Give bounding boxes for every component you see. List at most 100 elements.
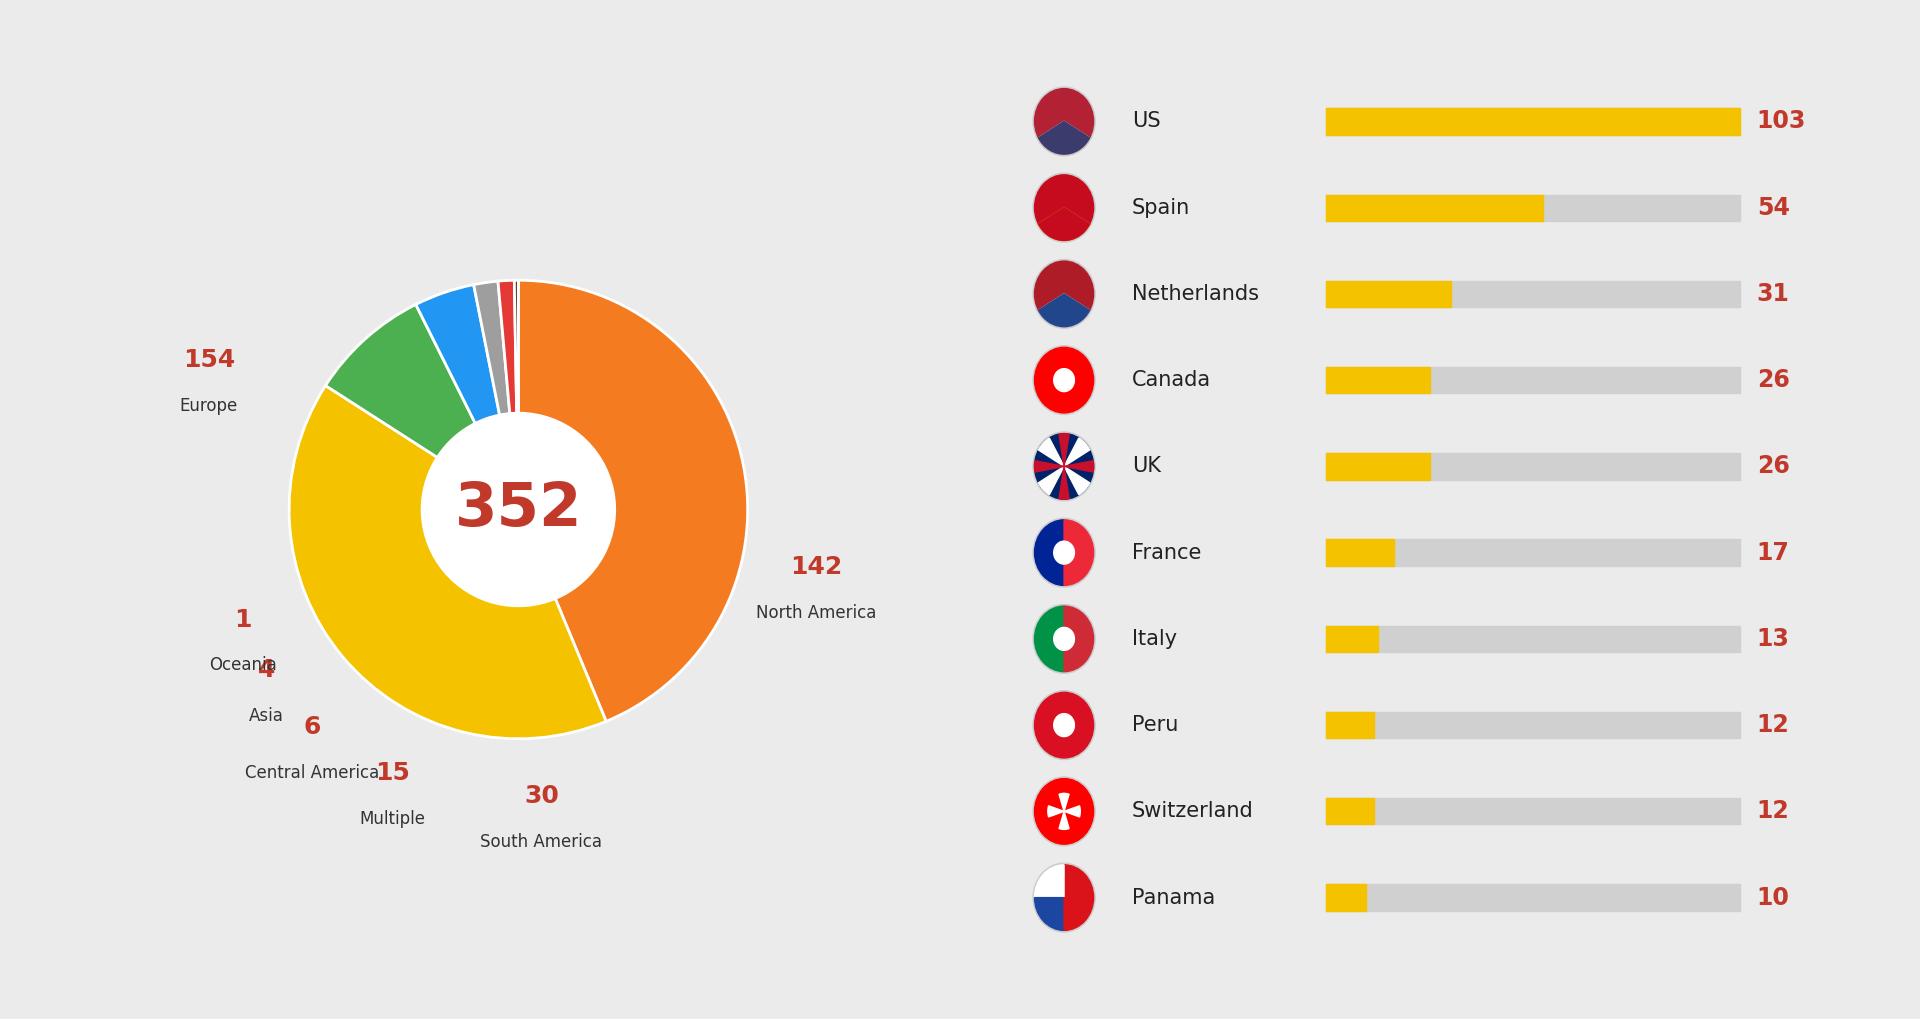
Bar xyxy=(1327,798,1375,824)
Bar xyxy=(1327,108,1740,135)
Text: 15: 15 xyxy=(374,761,409,786)
Text: Europe: Europe xyxy=(180,397,238,416)
Wedge shape xyxy=(1048,806,1064,817)
Text: 17: 17 xyxy=(1757,541,1789,565)
Wedge shape xyxy=(1054,628,1075,650)
Circle shape xyxy=(1035,175,1094,240)
Text: 4: 4 xyxy=(257,658,275,682)
Wedge shape xyxy=(1054,369,1075,391)
Bar xyxy=(1327,453,1740,480)
Text: 10: 10 xyxy=(1757,886,1789,910)
Wedge shape xyxy=(1064,692,1094,758)
Text: North America: North America xyxy=(756,603,877,622)
Wedge shape xyxy=(518,280,747,721)
Wedge shape xyxy=(1064,606,1094,672)
Text: 6: 6 xyxy=(303,715,321,740)
Circle shape xyxy=(1033,776,1094,846)
Circle shape xyxy=(1033,691,1094,759)
Wedge shape xyxy=(1064,467,1091,495)
Wedge shape xyxy=(1039,208,1091,240)
Bar xyxy=(1327,539,1394,566)
Text: Canada: Canada xyxy=(1131,370,1212,390)
Text: Peru: Peru xyxy=(1131,715,1179,735)
Circle shape xyxy=(1033,432,1094,500)
Bar xyxy=(1327,195,1740,221)
Text: UK: UK xyxy=(1131,457,1162,476)
Circle shape xyxy=(1033,260,1094,328)
Text: 12: 12 xyxy=(1757,799,1789,823)
Bar xyxy=(1327,539,1740,566)
Text: 154: 154 xyxy=(182,348,234,373)
Bar xyxy=(1327,712,1740,738)
Text: 352: 352 xyxy=(455,480,582,539)
Text: 26: 26 xyxy=(1757,368,1789,392)
Wedge shape xyxy=(1060,811,1069,829)
Wedge shape xyxy=(515,280,518,414)
Text: 12: 12 xyxy=(1757,713,1789,737)
Text: 13: 13 xyxy=(1757,627,1789,651)
Text: Spain: Spain xyxy=(1131,198,1190,218)
Wedge shape xyxy=(1035,520,1064,585)
Text: 54: 54 xyxy=(1757,196,1789,220)
Circle shape xyxy=(1033,863,1094,932)
Text: Central America: Central America xyxy=(246,764,378,783)
Text: Netherlands: Netherlands xyxy=(1131,284,1260,304)
Wedge shape xyxy=(1064,898,1094,930)
Wedge shape xyxy=(1035,898,1064,930)
Text: Switzerland: Switzerland xyxy=(1131,801,1254,821)
Text: 1: 1 xyxy=(234,607,252,632)
Bar xyxy=(1327,281,1450,307)
Text: Italy: Italy xyxy=(1131,629,1177,649)
Wedge shape xyxy=(1039,438,1064,467)
Text: Panama: Panama xyxy=(1131,888,1215,908)
Circle shape xyxy=(422,414,614,605)
Wedge shape xyxy=(1035,347,1064,413)
Wedge shape xyxy=(1039,293,1091,327)
Bar xyxy=(1327,712,1375,738)
Bar xyxy=(1327,798,1740,824)
Circle shape xyxy=(1035,261,1094,327)
Wedge shape xyxy=(1035,692,1064,758)
Text: 142: 142 xyxy=(791,554,843,579)
Bar xyxy=(1327,367,1740,393)
Circle shape xyxy=(1033,604,1094,674)
Wedge shape xyxy=(1064,520,1094,585)
Circle shape xyxy=(1033,173,1094,243)
Text: 103: 103 xyxy=(1757,109,1807,133)
Text: South America: South America xyxy=(480,833,603,851)
Wedge shape xyxy=(1035,606,1064,672)
Wedge shape xyxy=(1039,467,1064,495)
Wedge shape xyxy=(497,280,516,414)
Wedge shape xyxy=(1035,461,1064,472)
Wedge shape xyxy=(474,281,511,415)
Wedge shape xyxy=(417,284,499,423)
Wedge shape xyxy=(1064,461,1094,472)
Wedge shape xyxy=(1064,347,1094,413)
Bar xyxy=(1327,195,1544,221)
Circle shape xyxy=(1033,87,1094,156)
Wedge shape xyxy=(1054,541,1075,565)
Wedge shape xyxy=(1039,293,1091,327)
Circle shape xyxy=(1033,519,1094,587)
Wedge shape xyxy=(1060,794,1069,811)
Text: 31: 31 xyxy=(1757,282,1789,306)
Wedge shape xyxy=(1064,806,1081,817)
Circle shape xyxy=(1033,345,1094,415)
Wedge shape xyxy=(1039,121,1091,154)
Text: Multiple: Multiple xyxy=(359,810,426,828)
Text: 30: 30 xyxy=(524,784,559,808)
Wedge shape xyxy=(290,385,607,739)
Bar xyxy=(1327,367,1430,393)
Text: 26: 26 xyxy=(1757,454,1789,478)
Circle shape xyxy=(1035,434,1094,499)
Text: France: France xyxy=(1131,543,1202,562)
Bar xyxy=(1327,453,1430,480)
Text: Asia: Asia xyxy=(250,707,284,725)
Wedge shape xyxy=(326,305,476,458)
Text: US: US xyxy=(1131,111,1160,131)
Bar xyxy=(1327,281,1740,307)
Wedge shape xyxy=(1060,434,1069,467)
Bar xyxy=(1327,884,1740,911)
Circle shape xyxy=(1035,779,1094,844)
Wedge shape xyxy=(1054,713,1075,737)
